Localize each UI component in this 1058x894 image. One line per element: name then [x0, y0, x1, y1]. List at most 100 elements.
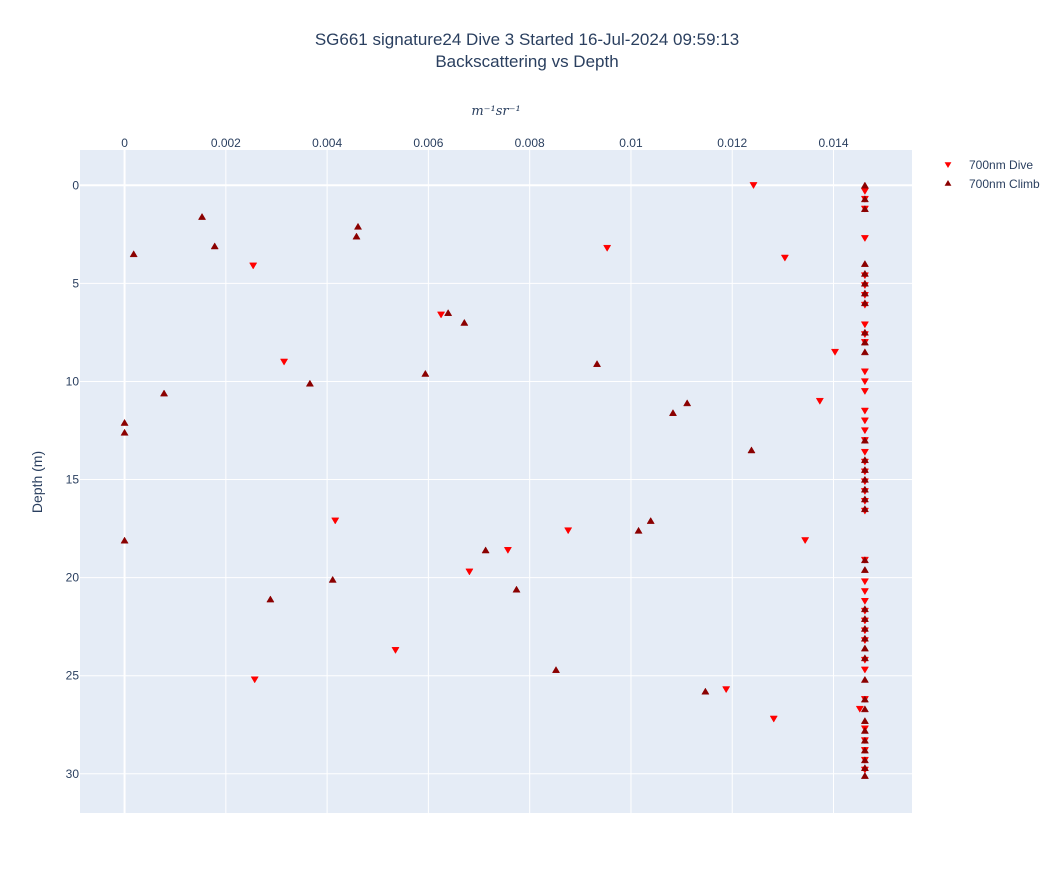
climb-point[interactable] — [860, 269, 869, 277]
climb-point[interactable] — [120, 428, 129, 436]
climb-point[interactable] — [860, 726, 869, 734]
dive-point[interactable] — [564, 527, 573, 535]
climb-point[interactable] — [129, 250, 138, 258]
climb-point[interactable] — [352, 232, 361, 240]
legend-item-climb[interactable]: 700nm Climb — [944, 177, 1040, 191]
climb-point[interactable] — [860, 348, 869, 356]
climb-point[interactable] — [860, 644, 869, 652]
climb-point[interactable] — [860, 181, 869, 189]
climb-point[interactable] — [860, 205, 869, 212]
climb-point[interactable] — [860, 465, 869, 473]
climb-point[interactable] — [421, 369, 430, 377]
climb-point[interactable] — [512, 585, 521, 593]
climb-point[interactable] — [460, 318, 469, 326]
climb-point[interactable] — [328, 575, 337, 583]
climb-point[interactable] — [860, 260, 869, 267]
climb-point[interactable] — [860, 654, 869, 662]
climb-point[interactable] — [353, 222, 363, 230]
dive-point[interactable] — [815, 397, 824, 405]
climb-point[interactable] — [701, 687, 710, 695]
climb-point[interactable] — [860, 675, 869, 683]
dive-point[interactable] — [860, 378, 869, 386]
dive-point[interactable] — [860, 666, 869, 674]
dive-point[interactable] — [860, 321, 869, 329]
climb-point[interactable] — [860, 556, 869, 564]
climb-point[interactable] — [860, 764, 869, 772]
dive-point[interactable] — [250, 676, 259, 684]
climb-point[interactable] — [683, 399, 692, 407]
climb-point[interactable] — [481, 546, 490, 554]
dive-point[interactable] — [801, 537, 810, 545]
series-climb-points — [120, 181, 869, 779]
climb-point[interactable] — [444, 309, 453, 316]
climb-point[interactable] — [860, 605, 869, 613]
climb-point[interactable] — [210, 242, 219, 250]
legend[interactable]: 700nm Dive 700nm Climb — [944, 158, 1040, 191]
climb-point[interactable] — [860, 615, 869, 622]
y-tick-label: 0 — [72, 178, 79, 192]
dive-point[interactable] — [249, 262, 258, 270]
climb-point[interactable] — [860, 717, 869, 724]
dive-point[interactable] — [860, 427, 869, 435]
dive-point[interactable] — [391, 647, 400, 654]
dive-point[interactable] — [860, 448, 869, 456]
climb-point[interactable] — [860, 485, 869, 493]
dive-point[interactable] — [860, 598, 869, 605]
climb-point[interactable] — [646, 516, 655, 524]
climb-point[interactable] — [198, 212, 207, 220]
dive-point[interactable] — [860, 407, 869, 415]
dive-point[interactable] — [280, 358, 289, 366]
climb-point[interactable] — [860, 279, 869, 287]
climb-point[interactable] — [860, 456, 869, 464]
climb-point[interactable] — [120, 536, 129, 544]
climb-point[interactable] — [860, 695, 869, 703]
climb-point[interactable] — [860, 746, 869, 754]
dive-point[interactable] — [860, 368, 869, 376]
legend-item-dive[interactable]: 700nm Dive — [944, 158, 1034, 172]
climb-point[interactable] — [860, 495, 869, 503]
climb-point[interactable] — [860, 771, 869, 779]
dive-point[interactable] — [749, 182, 758, 190]
dive-point[interactable] — [769, 715, 778, 723]
dive-point[interactable] — [465, 568, 474, 576]
climb-point[interactable] — [860, 505, 869, 513]
climb-point[interactable] — [120, 418, 129, 426]
dive-point[interactable] — [780, 254, 789, 262]
dive-point[interactable] — [860, 388, 869, 396]
climb-point[interactable] — [860, 328, 869, 336]
dive-point[interactable] — [603, 244, 612, 252]
dive-point[interactable] — [331, 517, 340, 525]
climb-point[interactable] — [747, 446, 756, 454]
climb-point[interactable] — [860, 338, 869, 346]
climb-point[interactable] — [860, 736, 869, 744]
climb-point[interactable] — [860, 299, 869, 307]
dive-point[interactable] — [860, 235, 869, 243]
x-tick-label: 0.008 — [515, 136, 545, 150]
dive-point[interactable] — [437, 311, 446, 319]
climb-point[interactable] — [860, 436, 869, 444]
climb-point[interactable] — [860, 624, 869, 632]
dive-point[interactable] — [855, 705, 864, 713]
climb-point[interactable] — [634, 526, 643, 534]
climb-point[interactable] — [860, 634, 869, 642]
climb-point[interactable] — [860, 566, 869, 573]
climb-point[interactable] — [668, 409, 678, 416]
climb-point[interactable] — [160, 389, 169, 397]
climb-point[interactable] — [860, 756, 869, 764]
climb-point[interactable] — [860, 289, 869, 297]
dive-point[interactable] — [860, 588, 869, 596]
dive-point[interactable] — [503, 547, 512, 554]
climb-point[interactable] — [592, 360, 602, 367]
plot-area — [80, 150, 912, 813]
climb-point[interactable] — [860, 195, 869, 203]
climb-point[interactable] — [860, 705, 869, 713]
climb-point[interactable] — [305, 379, 314, 387]
dive-point[interactable] — [860, 417, 869, 425]
climb-point[interactable] — [551, 666, 561, 673]
climb-point[interactable] — [266, 595, 275, 603]
dive-point[interactable] — [830, 348, 840, 356]
y-tick-label: 15 — [66, 473, 80, 487]
climb-point[interactable] — [860, 475, 869, 483]
dive-point[interactable] — [860, 578, 869, 586]
dive-point[interactable] — [722, 686, 731, 694]
